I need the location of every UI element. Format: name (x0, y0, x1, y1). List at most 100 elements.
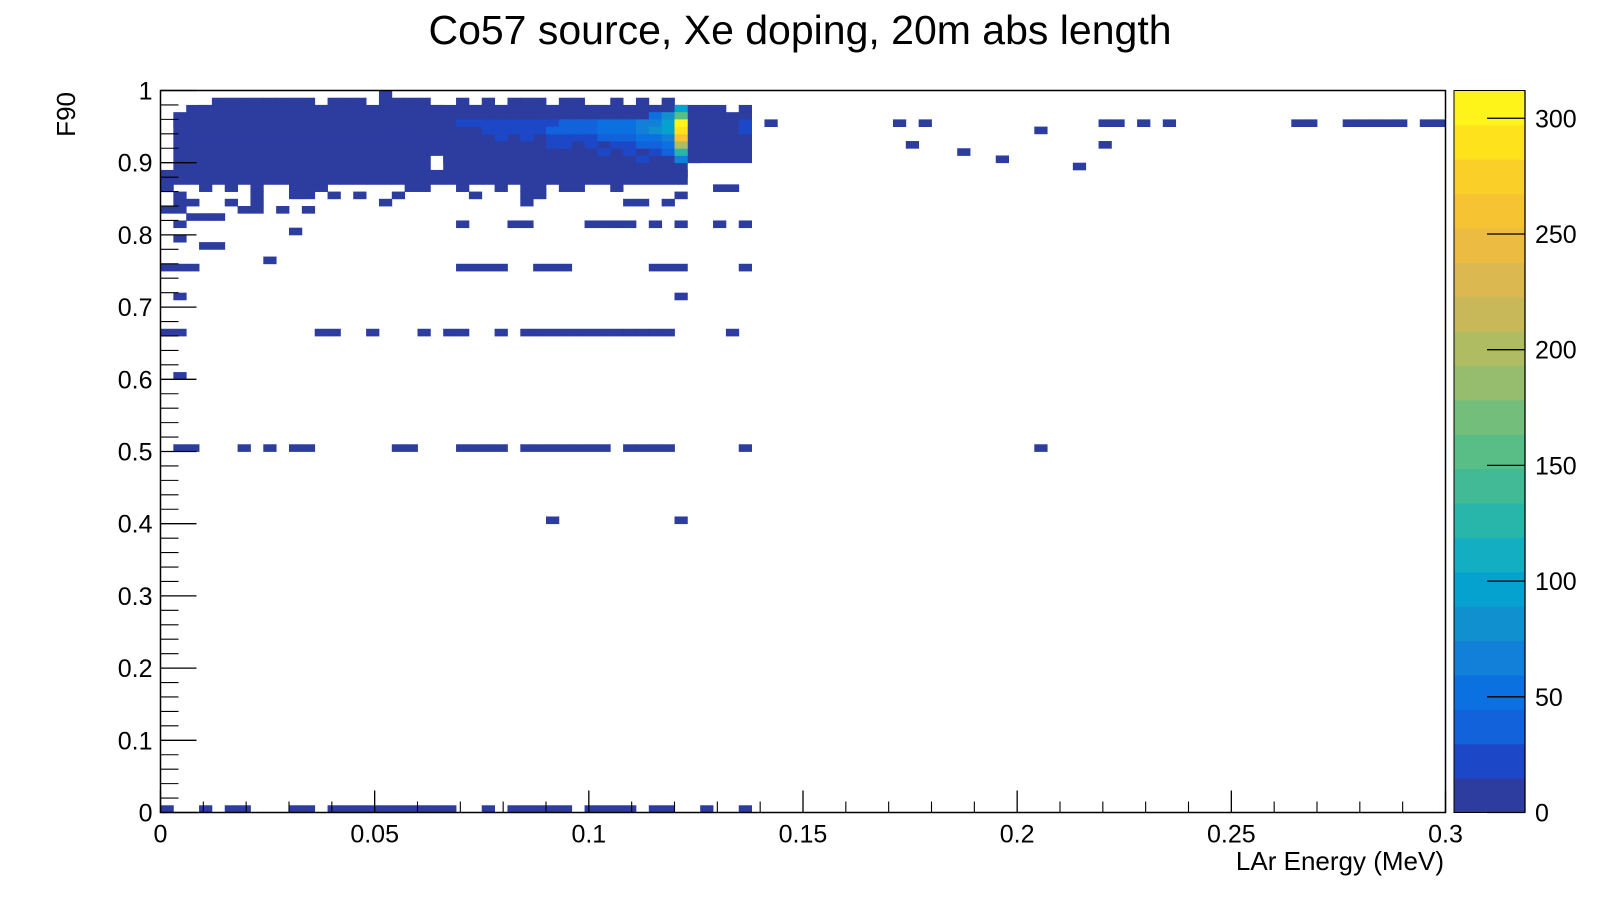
heatmap-bin (404, 104, 418, 113)
heatmap-bin (289, 126, 303, 135)
heatmap-bin (301, 177, 316, 185)
heatmap-bin (211, 177, 226, 185)
heatmap-bin (199, 184, 213, 192)
heatmap-bin (430, 112, 444, 120)
heatmap-bin (610, 112, 624, 120)
heatmap-bin (417, 119, 431, 127)
heatmap-bin (558, 97, 573, 106)
heatmap-bin (494, 148, 508, 156)
heatmap-bin (173, 444, 187, 452)
heatmap-bin (1034, 126, 1048, 135)
color-scale-segment (1454, 674, 1525, 710)
heatmap-bin (250, 104, 264, 113)
color-scale-tick-label: 200 (1535, 337, 1577, 365)
heatmap-bin (1381, 119, 1395, 127)
heatmap-bin (391, 119, 406, 127)
heatmap-bin (520, 112, 534, 120)
y-tick-label: 0.3 (118, 583, 153, 611)
heatmap-bin (314, 119, 328, 127)
heatmap-bin (237, 805, 251, 813)
heatmap-bin (340, 805, 354, 813)
heatmap-bin (713, 141, 727, 149)
heatmap-bin (224, 126, 238, 135)
color-scale-segment (1454, 503, 1525, 538)
heatmap-bin (301, 104, 316, 113)
heatmap-bin (635, 97, 650, 106)
heatmap-bin (584, 141, 598, 149)
heatmap-bin (173, 372, 187, 380)
heatmap-bin (584, 119, 598, 127)
heatmap-bin (417, 177, 431, 185)
heatmap-bin (224, 198, 238, 207)
heatmap-bin (224, 177, 238, 185)
heatmap-bin (173, 206, 187, 214)
heatmap-bin (546, 169, 560, 178)
heatmap-bin (301, 805, 316, 813)
y-tick-label: 0.4 (118, 511, 153, 539)
heatmap-bin (456, 220, 470, 229)
heatmap-bin (546, 148, 560, 156)
heatmap-bin (391, 444, 406, 452)
heatmap-bin (584, 112, 598, 120)
heatmap-bin (443, 141, 457, 149)
heatmap-bin (674, 169, 688, 178)
heatmap-bin (648, 328, 663, 337)
heatmap-bin (546, 155, 560, 164)
heatmap-bin (443, 155, 457, 164)
heatmap-bin (468, 191, 483, 200)
heatmap-bin (289, 148, 303, 156)
heatmap-bin (635, 155, 650, 164)
heatmap-bin (353, 148, 367, 156)
heatmap-bin (173, 133, 187, 142)
heatmap-bin (417, 148, 431, 156)
heatmap-bin (571, 141, 585, 149)
heatmap-bin (301, 162, 316, 171)
heatmap-bin (481, 119, 495, 127)
heatmap-bin (391, 162, 406, 171)
heatmap-bin (301, 97, 316, 106)
heatmap-bin (404, 119, 418, 127)
heatmap-bin (507, 155, 521, 164)
color-scale-segment (1454, 262, 1525, 298)
heatmap-bin (558, 169, 573, 178)
heatmap-bin (481, 177, 495, 185)
heatmap-bin (456, 97, 470, 106)
heatmap-bin (327, 155, 341, 164)
heatmap-bin (250, 169, 264, 178)
heatmap-bin (700, 112, 714, 120)
heatmap-bin (520, 184, 534, 192)
heatmap-bin (289, 227, 303, 236)
heatmap-bin (674, 155, 688, 164)
heatmap-bin (533, 263, 547, 272)
heatmap-bin (391, 97, 406, 106)
heatmap-bin (533, 126, 547, 135)
heatmap-bin (417, 126, 431, 135)
heatmap-bin (404, 162, 418, 171)
heatmap-bin (507, 177, 521, 185)
heatmap-bin (237, 148, 251, 156)
heatmap-bin (623, 112, 637, 120)
heatmap-bin (173, 220, 187, 229)
x-axis-label: LAr Energy (MeV) (1236, 846, 1444, 876)
heatmap-bin (546, 162, 560, 171)
heatmap-bin (173, 148, 187, 156)
heatmap-bin (558, 805, 573, 813)
y-tick-label: 0.2 (118, 655, 153, 683)
heatmap-bin (353, 97, 367, 106)
color-scale-segment (1454, 193, 1525, 229)
heatmap-bin (648, 162, 663, 171)
heatmap-bin (456, 126, 470, 135)
heatmap-bin (648, 112, 663, 120)
heatmap-bin (417, 133, 431, 142)
heatmap-bin (481, 133, 495, 142)
heatmap-bin (456, 148, 470, 156)
heatmap-bin (417, 104, 431, 113)
heatmap-bin (623, 104, 637, 113)
heatmap-bin (648, 805, 663, 813)
heatmap-bin (610, 220, 624, 229)
heatmap-bin (995, 155, 1009, 164)
heatmap-bin (250, 126, 264, 135)
heatmap-bin (648, 444, 663, 452)
heatmap-bin (430, 104, 444, 113)
heatmap-bin (199, 126, 213, 135)
